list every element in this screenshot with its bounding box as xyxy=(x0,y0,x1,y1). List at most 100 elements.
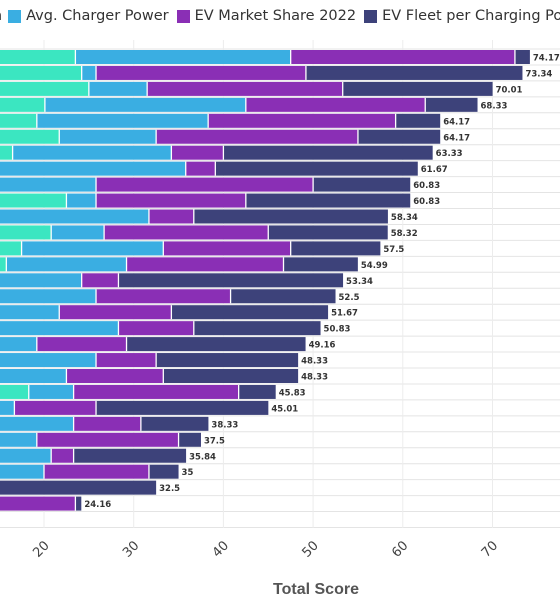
bar-value-label: 54.99 xyxy=(361,261,388,271)
segment-first-series xyxy=(0,113,37,128)
bar-value-label: 60.83 xyxy=(413,197,440,207)
x-tick-label: 60 xyxy=(389,538,411,560)
bar-value-label: 52.5 xyxy=(339,293,360,303)
segment-charger-power xyxy=(0,432,37,447)
segment-first-series xyxy=(0,65,82,80)
segment-market-share xyxy=(126,257,284,272)
segment-fleet-per-point xyxy=(342,81,493,96)
segment-first-series xyxy=(0,225,52,240)
segment-market-share xyxy=(96,65,306,80)
bar-value-label: 58.34 xyxy=(391,213,418,223)
segment-fleet-per-point xyxy=(126,337,306,352)
bar-value-label: 51.67 xyxy=(331,309,358,319)
legend-item-fleet-per-point: EV Fleet per Charging Point xyxy=(364,8,560,24)
bar-value-label: 37.5 xyxy=(204,436,225,446)
chart-legend: gth Avg. Charger Power EV Market Share 2… xyxy=(0,8,560,24)
bar-value-label: 70.01 xyxy=(496,85,523,95)
legend-item-market-share: EV Market Share 2022 xyxy=(176,8,357,24)
segment-fleet-per-point xyxy=(425,97,478,112)
segment-charger-power xyxy=(88,81,148,96)
segment-charger-power xyxy=(0,177,97,192)
bar-value-label: 49.16 xyxy=(309,341,336,351)
segment-fleet-per-point xyxy=(96,400,269,415)
segment-fleet-per-point xyxy=(215,161,418,176)
segment-fleet-per-point xyxy=(283,257,358,272)
bar-value-label: 53.34 xyxy=(346,277,373,287)
segment-first-series xyxy=(0,81,89,96)
x-axis-title: Total Score xyxy=(273,581,359,598)
bar-value-label: 50.83 xyxy=(324,325,351,335)
segment-market-share xyxy=(185,161,216,176)
segment-charger-power xyxy=(0,209,149,224)
bar-value-label: 58.32 xyxy=(391,229,418,239)
segment-charger-power xyxy=(81,65,97,80)
segment-fleet-per-point xyxy=(245,193,411,208)
segment-fleet-per-point xyxy=(140,416,209,431)
segment-charger-power xyxy=(75,50,291,64)
bar-value-label: 61.67 xyxy=(421,165,448,175)
bar-value-label: 48.33 xyxy=(301,357,328,367)
x-tick-label: 70 xyxy=(479,538,501,560)
segment-market-share xyxy=(96,353,157,368)
x-tick-label: 40 xyxy=(210,538,232,560)
segment-market-share xyxy=(163,241,291,256)
bars xyxy=(0,50,530,511)
segment-charger-power xyxy=(0,337,37,352)
segment-market-share xyxy=(96,289,231,304)
segment-charger-power xyxy=(0,353,97,368)
segment-fleet-per-point xyxy=(313,177,411,192)
segment-fleet-per-point xyxy=(73,448,187,463)
segment-fleet-per-point xyxy=(514,50,530,64)
segment-charger-power xyxy=(59,129,157,144)
bar-value-label: 60.83 xyxy=(413,181,440,191)
bar-value-label: 45.83 xyxy=(279,388,306,398)
segment-market-share xyxy=(36,432,179,447)
bar-value-label: 74.17 xyxy=(533,54,560,64)
segment-fleet-per-point xyxy=(156,353,299,368)
segment-charger-power xyxy=(0,448,52,463)
segment-market-share xyxy=(0,496,76,511)
segment-fleet-per-point xyxy=(395,113,441,128)
segment-first-series xyxy=(0,97,45,112)
legend-swatch-fleet-per-point xyxy=(364,9,378,23)
segment-market-share xyxy=(44,464,149,479)
segment-fleet-per-point xyxy=(163,369,299,383)
segment-fleet-per-point xyxy=(305,65,523,80)
segment-market-share xyxy=(96,193,246,208)
bar-value-label: 45.01 xyxy=(271,404,298,414)
segment-charger-power xyxy=(0,416,74,431)
segment-charger-power xyxy=(0,321,119,336)
segment-charger-power xyxy=(36,113,209,128)
segment-charger-power xyxy=(0,400,15,415)
segment-first-series xyxy=(0,193,67,208)
segment-market-share xyxy=(290,50,515,64)
bar-value-label: 35.84 xyxy=(189,452,216,462)
segment-market-share xyxy=(73,416,141,431)
bar-value-label: 64.17 xyxy=(443,117,470,127)
bar-value-label: 24.16 xyxy=(84,500,111,510)
segment-fleet-per-point xyxy=(193,321,321,336)
legend-label-market-share: EV Market Share 2022 xyxy=(194,8,357,24)
segment-market-share xyxy=(148,209,194,224)
segment-fleet-per-point xyxy=(75,496,82,511)
segment-charger-power xyxy=(12,145,172,160)
segment-first-series xyxy=(0,145,13,160)
segment-first-series xyxy=(0,50,76,64)
segment-market-share xyxy=(59,305,172,320)
segment-charger-power xyxy=(0,289,97,304)
segment-fleet-per-point xyxy=(171,305,329,320)
segment-charger-power xyxy=(28,384,74,399)
segment-fleet-per-point xyxy=(118,273,344,288)
legend-item-charger-power: Avg. Charger Power xyxy=(8,8,169,24)
segment-market-share xyxy=(171,145,224,160)
segment-fleet-per-point xyxy=(178,432,201,447)
segment-market-share xyxy=(147,81,343,96)
segment-charger-power xyxy=(0,273,82,288)
segment-market-share xyxy=(81,273,119,288)
segment-market-share xyxy=(96,177,314,192)
legend-label-charger-power: Avg. Charger Power xyxy=(26,8,169,24)
bar-value-label: 38.33 xyxy=(211,420,238,430)
segment-market-share xyxy=(104,225,269,240)
segment-market-share xyxy=(73,384,239,399)
